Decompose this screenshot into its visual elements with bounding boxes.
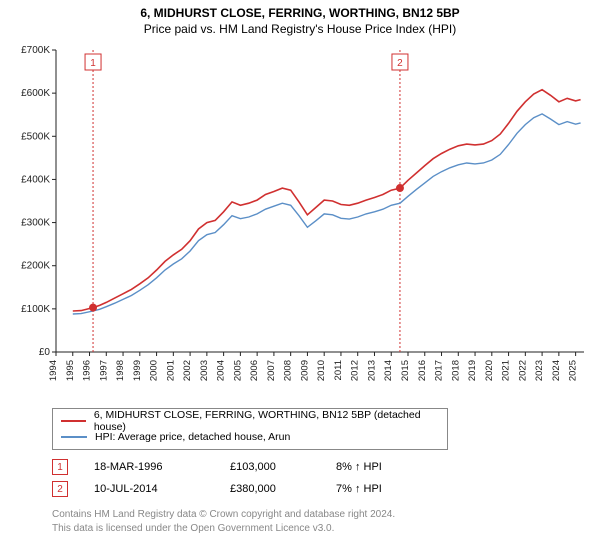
svg-text:£0: £0 [39,347,51,358]
svg-text:1: 1 [90,58,96,69]
legend-label: HPI: Average price, detached house, Arun [95,431,290,443]
event-badge: 1 [52,459,68,475]
svg-text:2006: 2006 [249,360,260,381]
legend-swatch [61,420,86,422]
svg-text:1998: 1998 [115,360,126,381]
svg-text:2022: 2022 [517,360,528,381]
svg-text:2020: 2020 [484,360,495,381]
svg-text:2000: 2000 [149,360,160,381]
svg-text:2019: 2019 [467,360,478,381]
svg-text:1996: 1996 [82,360,93,381]
svg-text:£400K: £400K [21,174,50,185]
svg-text:1994: 1994 [48,360,59,381]
legend-item-property: 6, MIDHURST CLOSE, FERRING, WORTHING, BN… [61,413,439,429]
footer-attribution: Contains HM Land Registry data © Crown c… [52,508,592,535]
svg-text:£300K: £300K [21,218,50,229]
price-chart: £0 £100K £200K £300K £400K £500K £600K £700K 199… [8,42,592,402]
svg-text:2011: 2011 [333,360,344,380]
svg-text:1999: 1999 [132,360,143,381]
svg-text:2007: 2007 [266,360,277,381]
svg-text:2018: 2018 [450,360,461,381]
footer-line: Contains HM Land Registry data © Crown c… [52,508,592,522]
chart-legend: 6, MIDHURST CLOSE, FERRING, WORTHING, BN… [52,408,448,450]
svg-text:2021: 2021 [501,360,512,381]
event-date: 18-MAR-1996 [94,461,204,473]
page-title: 6, MIDHURST CLOSE, FERRING, WORTHING, BN… [8,6,592,20]
svg-text:2012: 2012 [350,360,361,381]
svg-text:£200K: £200K [21,261,50,272]
svg-text:2016: 2016 [417,360,428,381]
chart-svg: £0 £100K £200K £300K £400K £500K £600K £700K 199… [8,42,592,402]
svg-text:2017: 2017 [434,360,445,381]
svg-text:1995: 1995 [65,360,76,381]
legend-swatch [61,436,87,438]
svg-text:2013: 2013 [366,360,377,381]
svg-text:£600K: £600K [21,88,50,99]
svg-text:2025: 2025 [568,360,579,381]
svg-text:2001: 2001 [165,360,176,381]
event-table: 1 18-MAR-1996 £103,000 8% ↑ HPI 2 10-JUL… [52,456,592,500]
svg-text:2010: 2010 [316,360,327,381]
svg-text:£700K: £700K [21,45,50,56]
svg-text:2023: 2023 [534,360,545,381]
svg-text:2002: 2002 [182,360,193,381]
event-price: £380,000 [230,483,310,495]
svg-text:2008: 2008 [283,360,294,381]
event-row: 2 10-JUL-2014 £380,000 7% ↑ HPI [52,478,592,500]
event-price: £103,000 [230,461,310,473]
svg-text:2: 2 [397,58,403,69]
event-badge: 2 [52,481,68,497]
svg-text:£100K: £100K [21,304,50,315]
svg-text:2015: 2015 [400,360,411,381]
event-hpi: 8% ↑ HPI [336,461,416,473]
svg-text:2014: 2014 [383,360,394,381]
legend-label: 6, MIDHURST CLOSE, FERRING, WORTHING, BN… [94,409,439,433]
svg-text:2004: 2004 [216,360,227,381]
footer-line: This data is licensed under the Open Gov… [52,522,592,536]
svg-text:2005: 2005 [232,360,243,381]
svg-text:2024: 2024 [551,360,562,381]
event-hpi: 7% ↑ HPI [336,483,416,495]
svg-text:1997: 1997 [98,360,109,381]
svg-text:£500K: £500K [21,131,50,142]
event-date: 10-JUL-2014 [94,483,204,495]
event-row: 1 18-MAR-1996 £103,000 8% ↑ HPI [52,456,592,478]
svg-text:2009: 2009 [299,360,310,381]
svg-text:2003: 2003 [199,360,210,381]
page-subtitle: Price paid vs. HM Land Registry's House … [8,22,592,36]
